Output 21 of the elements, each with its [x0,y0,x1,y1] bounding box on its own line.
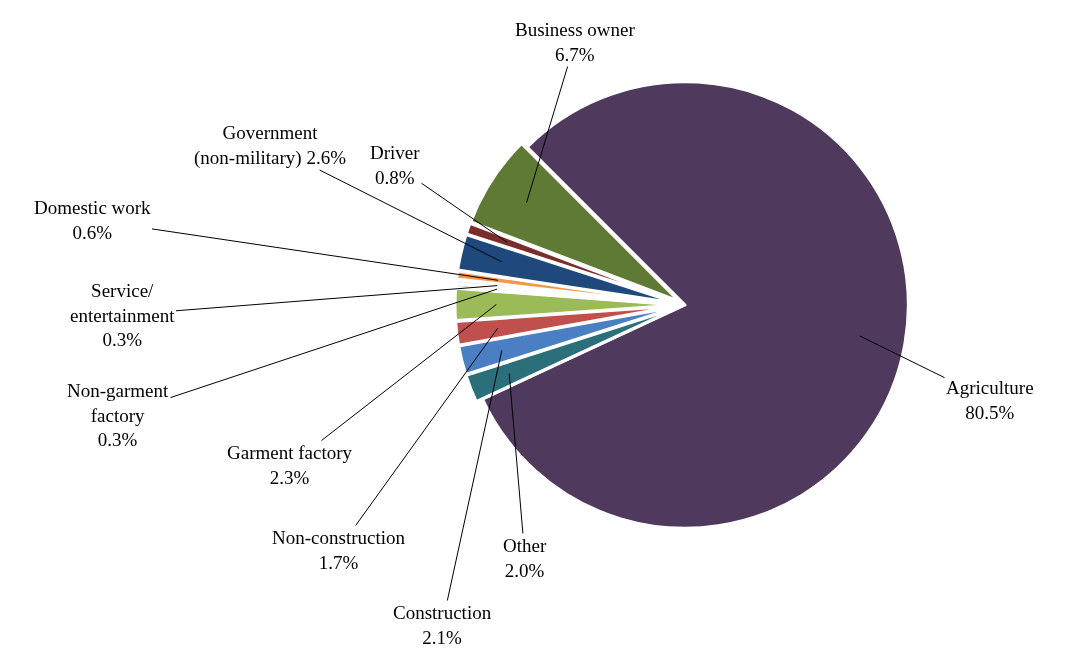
data-label: 1.7% [318,551,359,573]
data-label: 80.5% [965,401,1015,423]
data-label: 0.6% [72,221,113,243]
slice-label: Service/ entertainment [70,280,176,326]
slice-label: Garment factory [227,442,353,463]
slice-label: Other [503,535,547,556]
data-label: 0.8% [375,166,415,188]
slice-label: Construction [393,602,492,623]
slice-label: Driver [370,142,421,163]
data-label: 2.1% [422,626,463,648]
data-label: 0.3% [102,329,143,351]
slice-label: Non-construction [272,527,406,548]
data-label: 6.7% [555,43,595,65]
slice-label: Agriculture [946,377,1034,398]
data-label: 2.0% [504,559,545,581]
slice-label: Non-garment factory [67,380,170,426]
slice-label: Business owner [515,19,636,40]
slice-label: Domestic work [34,197,152,218]
data-label: 2.3% [269,466,310,488]
slice-label: Government (non-military) 2.6% [194,122,347,169]
data-label: 0.3% [97,429,138,451]
